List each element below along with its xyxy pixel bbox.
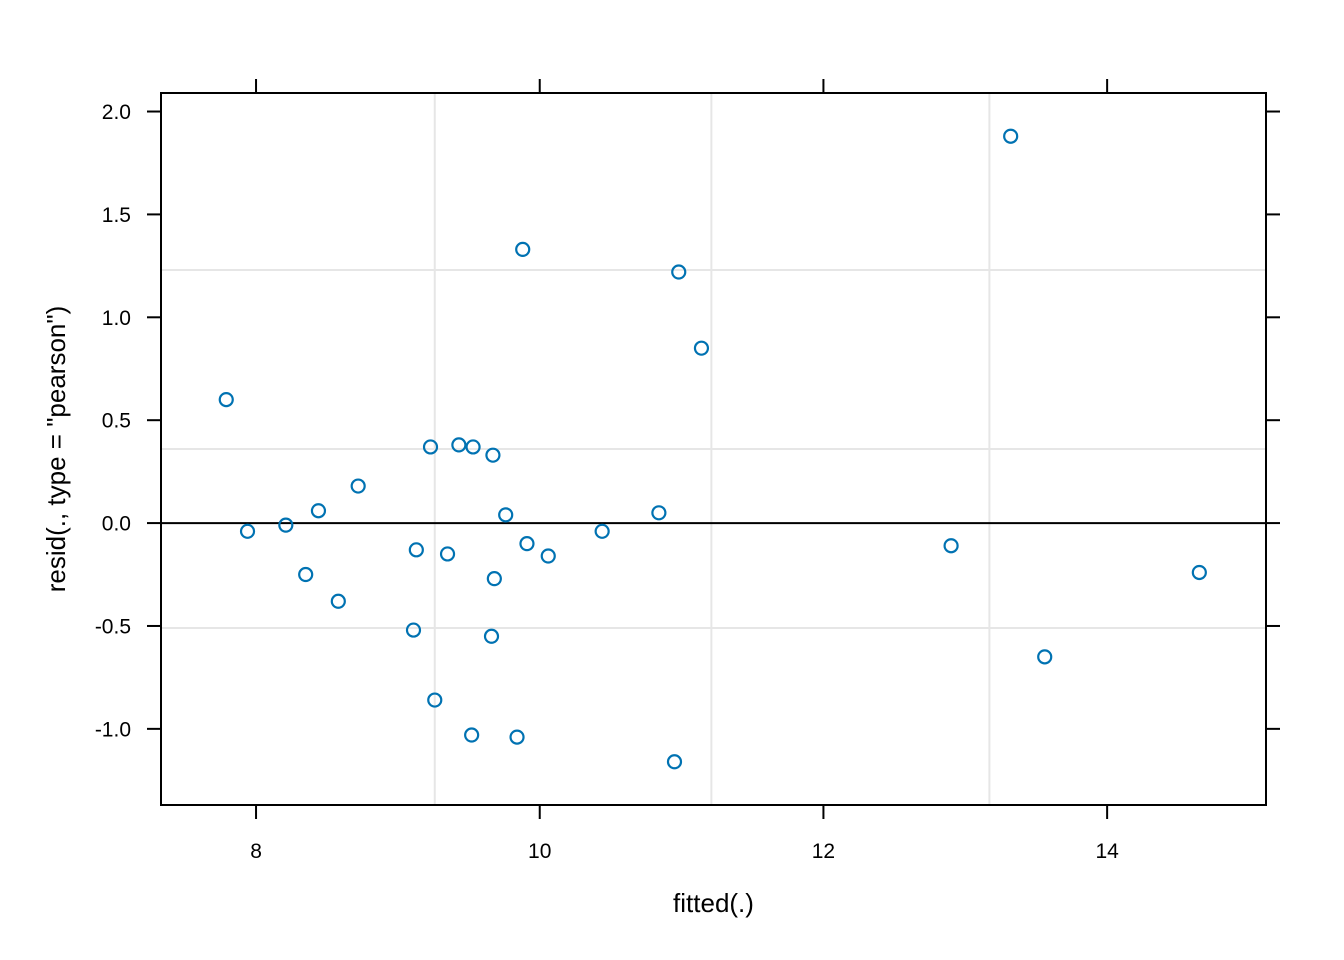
data-point-23 — [594, 523, 610, 539]
data-point-20 — [515, 241, 531, 257]
data-point-16 — [485, 447, 501, 463]
data-point-31 — [1191, 564, 1207, 581]
data-point-0 — [218, 392, 234, 408]
data-point-9 — [422, 439, 439, 455]
data-point-17 — [486, 571, 502, 587]
data-points — [218, 128, 1207, 770]
data-point-27 — [693, 340, 710, 356]
data-point-29 — [1003, 128, 1019, 144]
x-tick-labels: 8 10 12 14 — [250, 840, 1119, 863]
x-axis-title: fitted(.) — [673, 888, 754, 918]
data-point-18 — [498, 507, 514, 523]
data-point-8 — [408, 542, 424, 558]
data-point-2 — [278, 517, 294, 533]
data-point-19 — [509, 729, 525, 745]
y-tick-label: -0.5 — [95, 615, 131, 638]
axis-ticks — [147, 79, 1280, 819]
x-tick-label: 12 — [812, 840, 835, 863]
data-point-22 — [540, 548, 556, 564]
x-tick-label: 10 — [528, 840, 551, 863]
data-point-30 — [1037, 649, 1053, 665]
data-point-3 — [298, 566, 314, 583]
y-tick-label: 2.0 — [102, 101, 131, 124]
data-point-24 — [651, 505, 667, 521]
data-point-26 — [671, 264, 687, 280]
x-tick-label: 14 — [1095, 840, 1119, 863]
y-tick-label: 1.5 — [102, 204, 131, 227]
data-point-5 — [330, 593, 346, 609]
data-point-13 — [464, 727, 480, 743]
data-point-6 — [350, 478, 366, 494]
y-tick-label: 0.5 — [102, 410, 131, 433]
data-point-7 — [405, 622, 422, 638]
data-point-28 — [943, 538, 959, 554]
data-point-21 — [519, 536, 535, 552]
data-point-25 — [666, 754, 683, 770]
y-axis-title: resid(., type = "pearson") — [41, 306, 71, 593]
y-tick-label: 1.0 — [102, 307, 131, 330]
x-tick-label: 8 — [250, 840, 262, 863]
y-tick-label: 0.0 — [102, 513, 131, 536]
data-point-4 — [310, 503, 327, 519]
plot-frame — [160, 92, 1267, 806]
grid-lines — [161, 93, 1266, 805]
data-point-10 — [427, 692, 443, 708]
data-point-12 — [451, 437, 467, 453]
y-tick-label: -1.0 — [95, 718, 131, 741]
y-tick-labels: -1.0 -0.5 0.0 0.5 1.0 1.5 2.0 — [95, 101, 131, 741]
data-point-11 — [439, 546, 456, 562]
data-point-1 — [239, 523, 256, 539]
data-point-14 — [465, 439, 481, 455]
data-point-15 — [483, 628, 500, 644]
